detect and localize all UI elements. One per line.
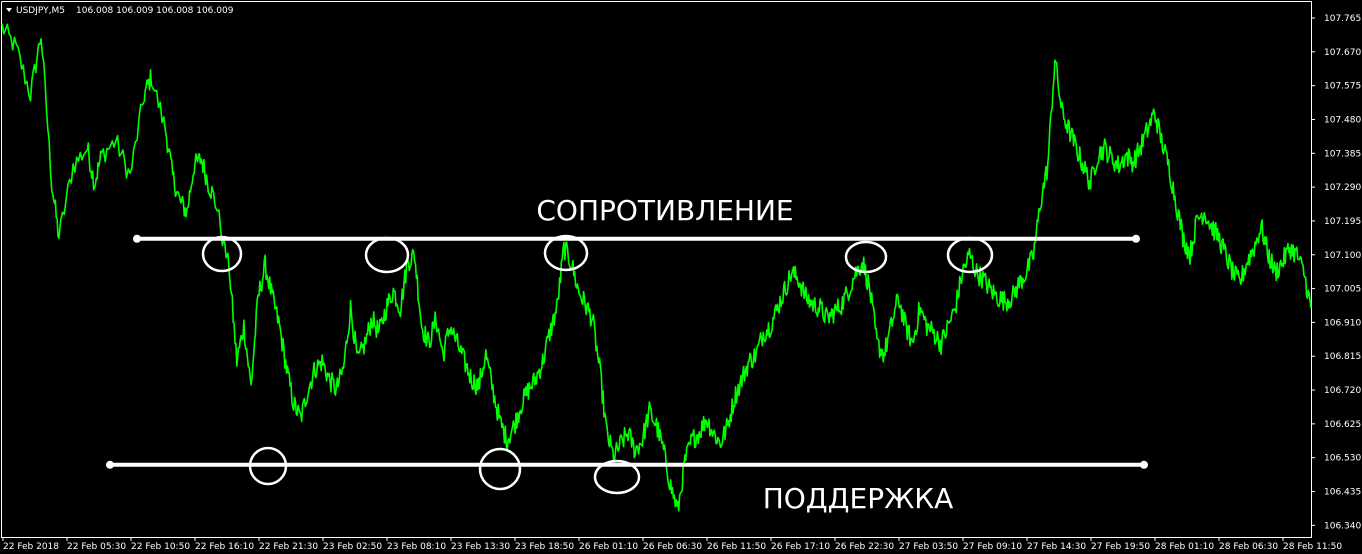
x-tick-label: 26 Feb 01:10 bbox=[579, 542, 638, 552]
y-tick-label: 106.530 bbox=[1324, 454, 1361, 464]
x-tick-label: 27 Feb 09:10 bbox=[963, 542, 1022, 552]
y-tick-label: 106.910 bbox=[1324, 318, 1361, 328]
y-tick-label: 106.815 bbox=[1324, 352, 1361, 362]
x-tick-label: 28 Feb 06:30 bbox=[1219, 542, 1278, 552]
x-tick-label: 23 Feb 08:10 bbox=[387, 542, 446, 552]
x-tick-label: 26 Feb 22:30 bbox=[835, 542, 894, 552]
y-tick-label: 107.100 bbox=[1324, 251, 1361, 261]
x-tick-label: 27 Feb 19:50 bbox=[1091, 542, 1150, 552]
resistance-touch-marker bbox=[364, 236, 410, 274]
x-tick-label: 26 Feb 06:30 bbox=[643, 542, 702, 552]
x-tick-label: 23 Feb 18:50 bbox=[515, 542, 574, 552]
resistance-touch-marker bbox=[946, 236, 994, 274]
x-tick-label: 22 Feb 21:30 bbox=[259, 542, 318, 552]
x-tick-label: 22 Feb 05:30 bbox=[67, 542, 126, 552]
support-label: ПОДДЕРЖКА bbox=[763, 482, 954, 515]
x-tick-label: 27 Feb 03:50 bbox=[899, 542, 958, 552]
x-tick-label: 28 Feb 01:10 bbox=[1155, 542, 1214, 552]
resistance-touch-marker bbox=[543, 234, 589, 272]
support-line-end bbox=[1140, 460, 1148, 469]
resistance-line-end bbox=[1132, 234, 1140, 243]
y-tick-label: 107.195 bbox=[1324, 217, 1361, 227]
price-series bbox=[1, 23, 1312, 512]
x-tick-label: 22 Feb 10:50 bbox=[131, 542, 190, 552]
x-tick-label: 26 Feb 11:50 bbox=[707, 542, 766, 552]
symbol-label: USDJPY,M5 bbox=[16, 6, 65, 16]
resistance-touch-marker bbox=[844, 240, 888, 274]
y-axis-ticks: 107.765 107.670 107.575 107.480 107.385 107.2… bbox=[1311, 14, 1361, 531]
plot-frame bbox=[1, 1, 1312, 538]
y-tick-label: 107.765 bbox=[1324, 14, 1361, 24]
symbol-header[interactable]: USDJPY,M5 106.008 106.009 106.008 106.00… bbox=[6, 6, 234, 16]
x-tick-label: 23 Feb 02:50 bbox=[323, 542, 382, 552]
y-tick-label: 106.340 bbox=[1324, 521, 1361, 531]
support-line-start bbox=[106, 460, 114, 469]
x-tick-label: 28 Feb 11:50 bbox=[1283, 542, 1342, 552]
y-tick-label: 107.575 bbox=[1324, 82, 1361, 92]
y-tick-label: 106.625 bbox=[1324, 420, 1361, 430]
x-tick-label: 22 Feb 2018 bbox=[3, 542, 59, 552]
y-tick-label: 107.385 bbox=[1324, 149, 1361, 159]
dropdown-triangle-icon[interactable] bbox=[6, 8, 12, 12]
touch-markers bbox=[201, 234, 994, 495]
support-touch-marker bbox=[478, 447, 522, 491]
y-tick-label: 107.290 bbox=[1324, 183, 1361, 193]
support-touch-marker bbox=[593, 459, 641, 495]
x-tick-label: 23 Feb 13:30 bbox=[451, 542, 510, 552]
support-touch-marker bbox=[248, 446, 288, 486]
x-tick-label: 26 Feb 17:10 bbox=[771, 542, 830, 552]
resistance-touch-marker bbox=[201, 235, 243, 273]
y-tick-label: 106.720 bbox=[1324, 386, 1361, 396]
resistance-label: СОПРОТИВЛЕНИЕ bbox=[536, 194, 793, 227]
ohlc-values: 106.008 106.009 106.008 106.009 bbox=[76, 6, 234, 16]
resistance-line-start bbox=[133, 234, 141, 243]
y-tick-label: 106.435 bbox=[1324, 488, 1361, 498]
y-tick-label: 107.670 bbox=[1324, 48, 1361, 58]
y-tick-label: 107.480 bbox=[1324, 115, 1361, 125]
x-tick-label: 27 Feb 14:30 bbox=[1027, 542, 1086, 552]
x-tick-label: 22 Feb 16:10 bbox=[195, 542, 254, 552]
x-axis-ticks: 22 Feb 2018 22 Feb 05:30 22 Feb 10:50 22 Fe… bbox=[2, 537, 1342, 552]
y-tick-label: 107.005 bbox=[1324, 285, 1361, 295]
price-line bbox=[1, 23, 1312, 512]
